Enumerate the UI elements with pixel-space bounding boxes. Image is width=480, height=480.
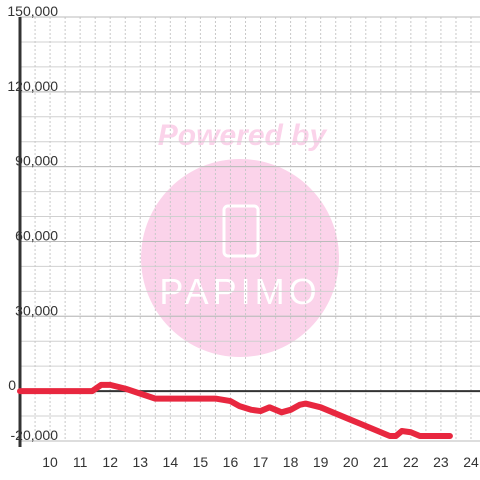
y-tick-label: 60,000 [15, 227, 58, 243]
x-tick-label: 10 [42, 454, 58, 470]
phone-icon [222, 204, 260, 258]
x-tick-label: 22 [403, 454, 419, 470]
x-tick-label: 17 [253, 454, 269, 470]
x-tick-label: 18 [283, 454, 299, 470]
x-tick-label: 21 [373, 454, 389, 470]
plot [17, 381, 453, 440]
line [17, 381, 453, 440]
x-tick-label: 24 [463, 454, 479, 470]
y-tick-label: 0 [8, 377, 16, 393]
y-tick-label: 150,000 [7, 3, 58, 19]
y-tick-label: 90,000 [15, 153, 58, 169]
x-tick-label: 13 [132, 454, 148, 470]
x-tick-label: 23 [433, 454, 449, 470]
watermark-circle [141, 159, 339, 357]
y-tick-label: -20,000 [11, 427, 59, 443]
y-tick-label: 120,000 [7, 78, 58, 94]
x-tick-label: 16 [223, 454, 239, 470]
x-tick-label: 14 [163, 454, 179, 470]
y-tick-label: 30,000 [15, 302, 58, 318]
grid [18, 16, 480, 447]
x-tick-label: 20 [343, 454, 359, 470]
x-tick-label: 11 [73, 454, 88, 470]
watermark-text: Powered by [158, 119, 328, 152]
x-tick-label: 12 [102, 454, 118, 470]
x-tick-label: 19 [313, 454, 329, 470]
x-tick-label: 15 [193, 454, 209, 470]
